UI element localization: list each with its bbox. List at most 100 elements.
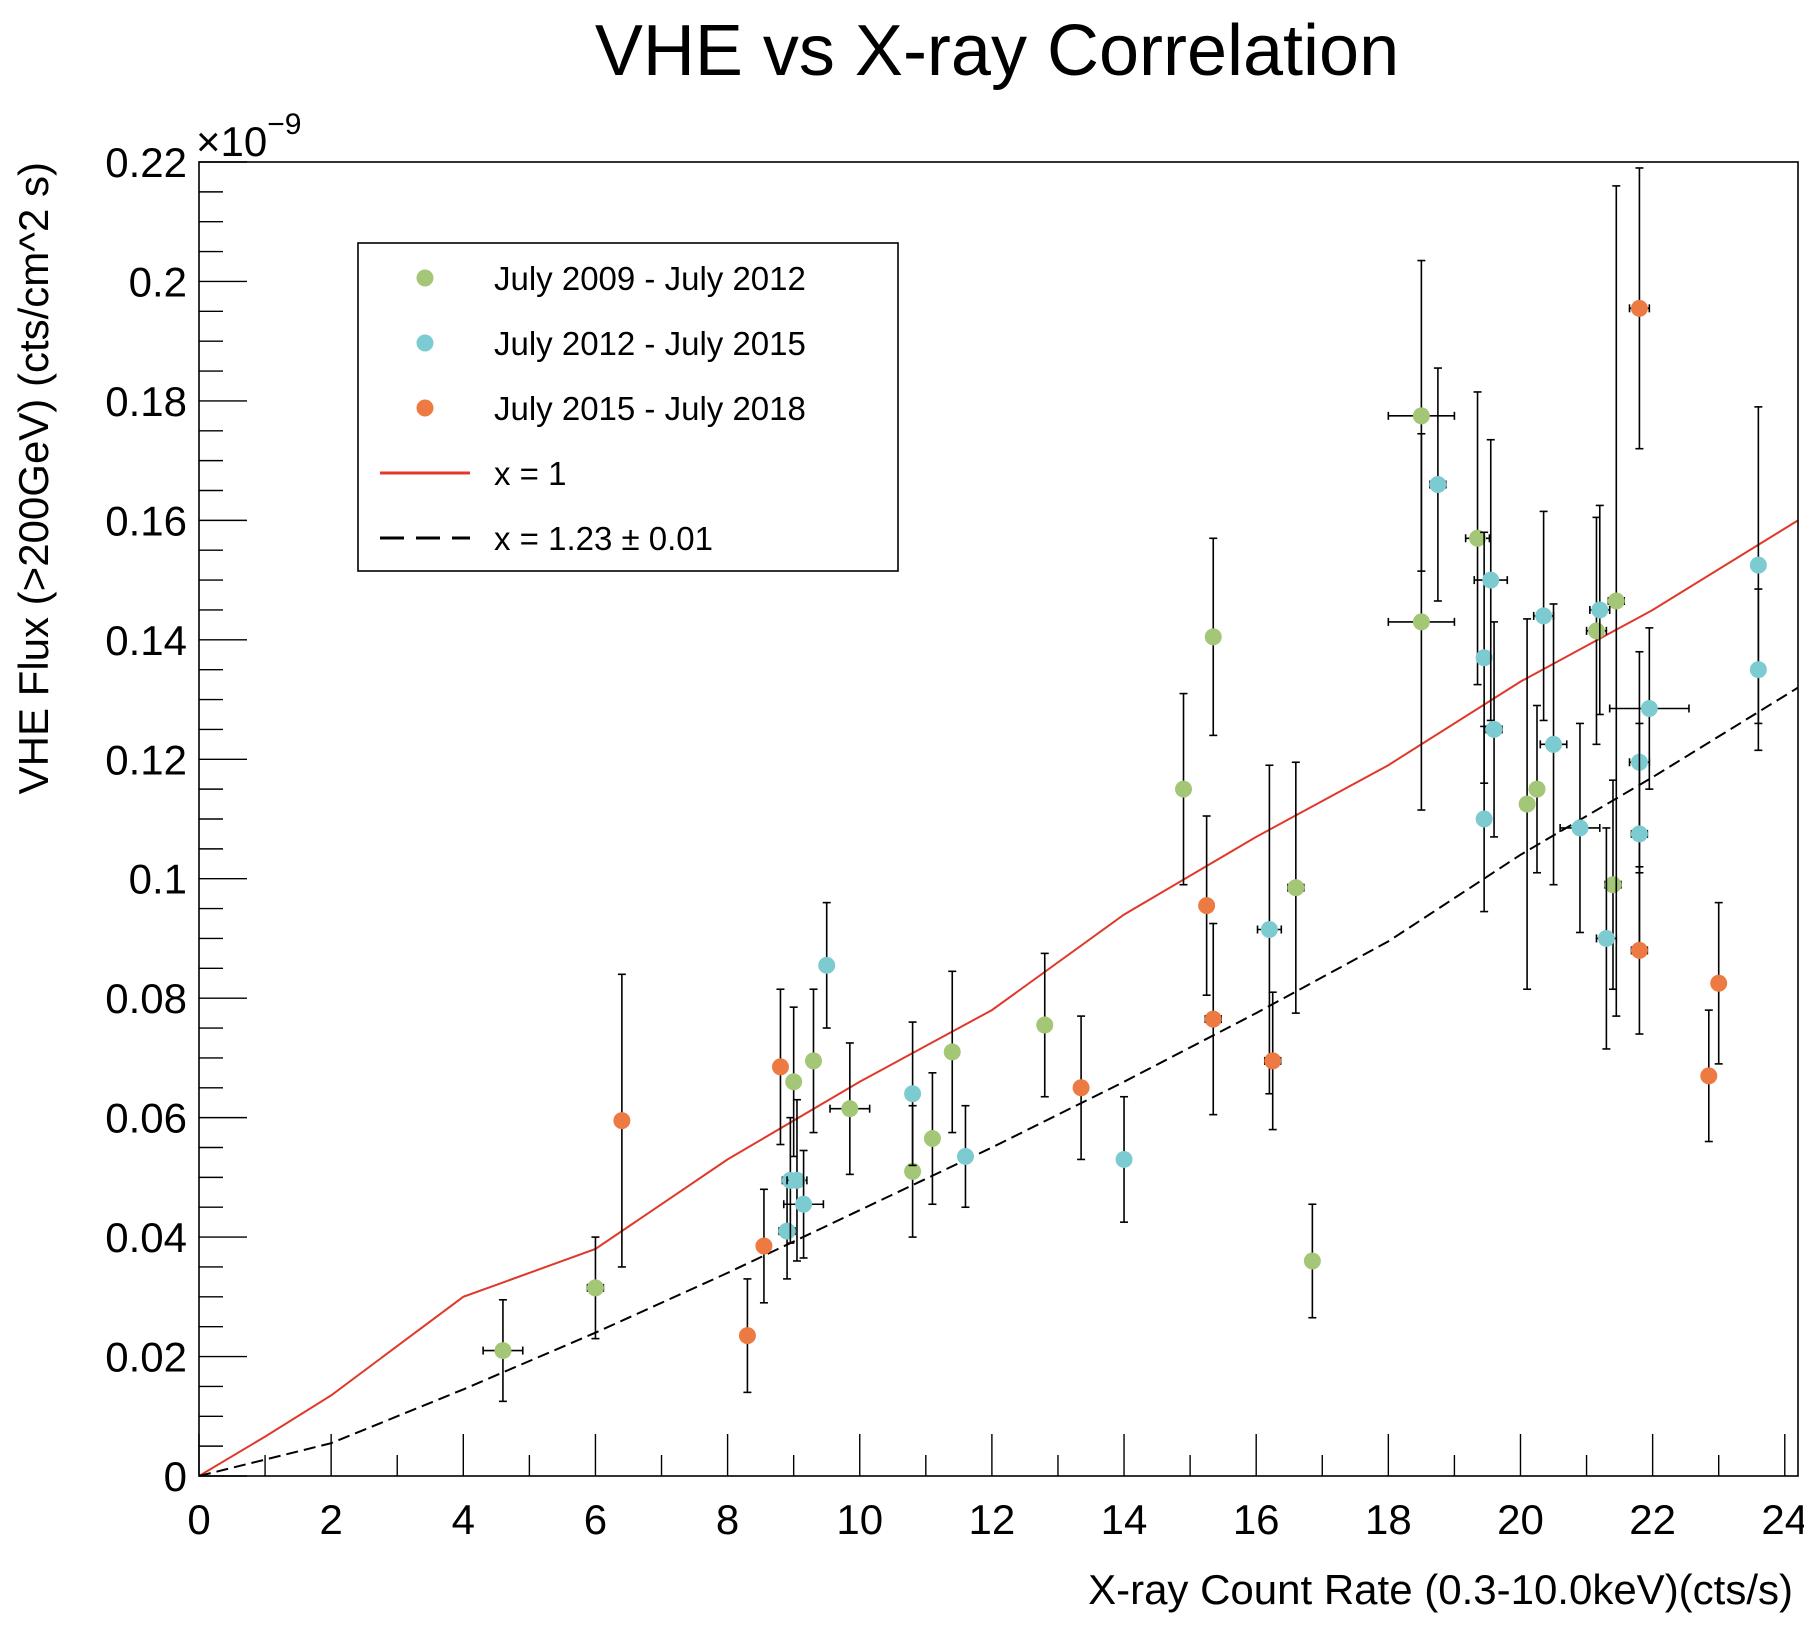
data-marker: [788, 1171, 806, 1189]
data-marker: [1630, 941, 1648, 959]
y-tick-label: 0: [164, 1453, 187, 1500]
data-point: [1749, 588, 1767, 752]
x-axis-label: X-ray Count Rate (0.3-10.0keV)(cts/s): [1088, 1566, 1793, 1613]
data-point: [1387, 432, 1456, 811]
data-marker: [1303, 1252, 1321, 1270]
data-marker: [1485, 720, 1503, 738]
legend-label: July 2015 - July 2018: [494, 390, 806, 427]
x-tick-label: 8: [716, 1496, 739, 1543]
data-point: [755, 1188, 773, 1304]
data-marker: [785, 1073, 803, 1091]
y-tick-label: 0.2: [129, 258, 187, 305]
data-marker: [1260, 920, 1278, 938]
plot-frame: [198, 161, 1799, 1477]
series-3: [613, 167, 1728, 1394]
data-marker: [956, 1147, 974, 1165]
data-marker: [1640, 700, 1658, 718]
y-tick-label: 0.22: [105, 139, 187, 186]
fit-line: [198, 519, 1799, 1477]
legend-marker: [416, 334, 434, 352]
data-point: [1710, 901, 1728, 1065]
data-marker: [1607, 592, 1625, 610]
data-marker: [841, 1100, 859, 1118]
data-marker: [1264, 1052, 1282, 1070]
data-marker: [795, 1195, 813, 1213]
data-point: [1528, 704, 1546, 874]
data-marker: [1429, 476, 1447, 494]
x-tick-label: 4: [452, 1496, 475, 1543]
y-tick-label: 0.06: [105, 1095, 187, 1142]
y-axis-label: VHE Flux (>200GeV) (cts/cm^2 s): [10, 162, 57, 794]
data-marker: [1475, 649, 1493, 667]
data-point: [1256, 764, 1283, 1095]
data-marker: [1412, 407, 1430, 425]
data-point: [1072, 1015, 1090, 1161]
data-point: [829, 1042, 871, 1176]
data-point: [1198, 815, 1216, 996]
data-point: [1303, 1203, 1321, 1319]
y-tick-label: 0.04: [105, 1214, 187, 1261]
data-point: [956, 1104, 974, 1209]
data-marker: [1036, 1016, 1054, 1034]
data-marker: [904, 1085, 922, 1103]
data-point: [1464, 391, 1491, 686]
data-marker: [1528, 780, 1546, 798]
data-point: [1204, 537, 1222, 737]
data-marker: [586, 1279, 604, 1297]
data-marker: [943, 1043, 961, 1061]
data-marker: [1597, 929, 1615, 947]
data-marker: [1469, 529, 1487, 547]
data-point: [1700, 1009, 1718, 1143]
y-tick-label: 0.02: [105, 1334, 187, 1381]
data-marker: [1482, 571, 1500, 589]
legend-label: x = 1: [494, 455, 566, 492]
data-points: [482, 167, 1767, 1403]
data-point: [1036, 952, 1054, 1098]
data-marker: [1204, 628, 1222, 646]
data-point: [1115, 1095, 1133, 1223]
data-point: [1559, 722, 1601, 934]
axis-ticks: [198, 161, 1786, 1477]
legend-entry: July 2012 - July 2015: [416, 325, 806, 362]
data-marker: [904, 1162, 922, 1180]
svg-text:×10−9: ×10−9: [196, 108, 301, 165]
data-point: [786, 1098, 808, 1262]
data-point: [1608, 627, 1690, 790]
legend-entry: x = 1: [380, 455, 566, 492]
data-marker: [1115, 1150, 1133, 1168]
data-point: [1607, 185, 1626, 1017]
data-marker: [1710, 974, 1728, 992]
data-point: [586, 1236, 605, 1340]
fit-line: [198, 686, 1799, 1477]
legend-label: July 2009 - July 2012: [494, 260, 806, 297]
data-point: [943, 970, 961, 1134]
data-marker: [1571, 819, 1589, 837]
data-marker: [923, 1130, 941, 1148]
data-marker: [1749, 556, 1767, 574]
x-tick-label: 0: [187, 1496, 210, 1543]
y-multiplier-exponent: −9: [267, 108, 301, 141]
y-tick-label: 0.1: [129, 856, 187, 903]
legend-box: [357, 242, 899, 572]
data-marker: [818, 956, 836, 974]
y-tick-label: 0.12: [105, 736, 187, 783]
legend-entry: x = 1.23 ± 0.01: [380, 520, 713, 557]
x-tick-label: 10: [836, 1496, 883, 1543]
y-tick-label: 0.08: [105, 975, 187, 1022]
data-marker: [494, 1342, 512, 1360]
data-point: [771, 988, 789, 1146]
data-point: [613, 973, 631, 1268]
x-tick-label: 12: [969, 1496, 1016, 1543]
data-point: [1429, 367, 1447, 602]
data-point: [923, 1072, 941, 1206]
legend-label: x = 1.23 ± 0.01: [494, 520, 713, 557]
data-point: [782, 1149, 825, 1259]
data-marker: [738, 1327, 756, 1345]
legend-entry: July 2009 - July 2012: [416, 260, 806, 297]
data-marker: [1072, 1079, 1090, 1097]
data-point: [1175, 692, 1193, 886]
data-marker: [1630, 825, 1648, 843]
data-marker: [1535, 607, 1553, 625]
x-tick-labels: 0 2 4 6 8 10 12 14 16 18 20 22 24: [187, 1496, 1804, 1543]
